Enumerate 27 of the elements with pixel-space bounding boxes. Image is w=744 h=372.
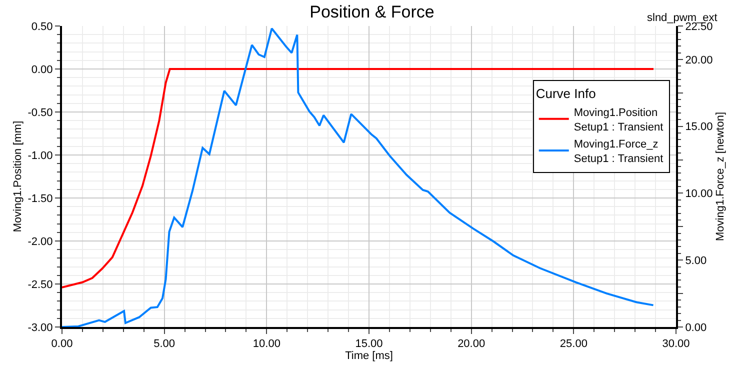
- y2-tick-label: 5.00: [685, 254, 707, 267]
- y2-axis-title: Moving1.Force_z [newton]: [714, 112, 726, 242]
- y2-tick-label: 0.00: [685, 322, 707, 334]
- y2-tick-label: 10.00: [685, 188, 713, 200]
- legend-title: Curve Info: [536, 86, 596, 102]
- x-axis-title: Time [ms]: [345, 350, 393, 362]
- legend-label: Moving1.Position Setup1 : Transient: [574, 107, 664, 134]
- x-tick-label: 5.00: [154, 338, 176, 350]
- y-tick-label: -2.00: [28, 236, 53, 248]
- x-tick-label: 15.00: [355, 338, 383, 350]
- x-tick-label: 30.00: [662, 338, 690, 350]
- y2-tick-label: 20.00: [685, 54, 713, 66]
- x-tick-label: 20.00: [458, 338, 486, 350]
- y-tick-label: 0.50: [31, 20, 53, 33]
- legend-label: Moving1.Force_z Setup1 : Transient: [574, 138, 664, 165]
- x-tick-label: 0.00: [51, 338, 73, 350]
- y-tick-label: -1.00: [28, 150, 53, 162]
- x-tick-label: 25.00: [560, 338, 588, 350]
- y-tick-label: -2.50: [28, 278, 53, 291]
- y2-tick-label: 15.00: [685, 121, 713, 134]
- x-tick-label: 10.00: [252, 338, 280, 350]
- y-tick-label: -1.50: [28, 192, 53, 205]
- y-tick-label: -3.00: [28, 322, 53, 334]
- y-axis-title: Moving1.Position [mm]: [12, 120, 24, 232]
- chart-title: Position & Force: [310, 2, 434, 22]
- y-tick-label: 0.00: [31, 64, 53, 76]
- y-tick-label: -0.50: [28, 106, 53, 119]
